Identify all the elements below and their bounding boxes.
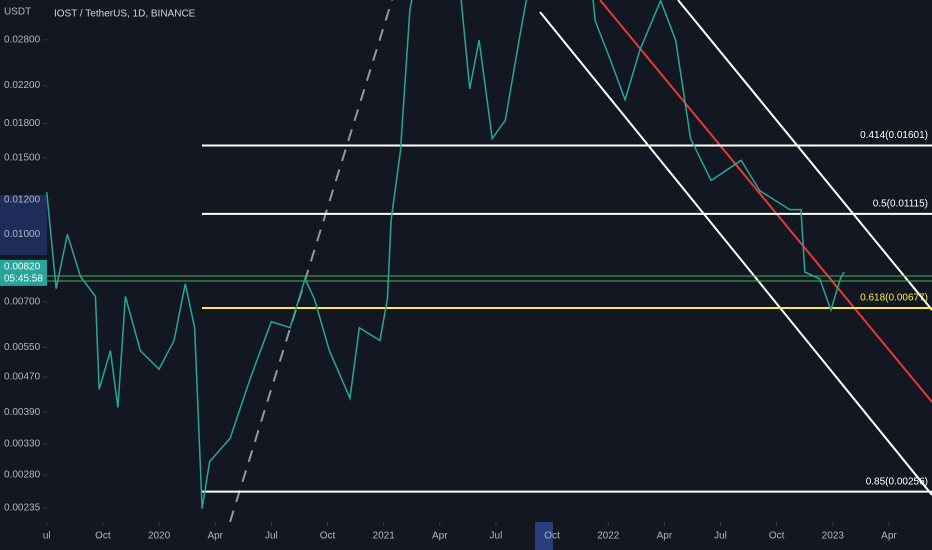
y-tick-label: 0.01800 [4, 118, 41, 129]
x-tick-label: Jul [714, 531, 727, 542]
y-tick-label: 0.00470 [4, 372, 41, 383]
trend-line [229, 0, 393, 522]
y-tick-label: 0.01500 [4, 152, 41, 163]
y-tick-label: 0.02800 [4, 35, 41, 46]
currency-label: USDT [4, 7, 31, 18]
x-tick-label: Oct [544, 531, 560, 542]
x-tick-label: Apr [657, 531, 673, 542]
y-tick-label: 0.02200 [4, 80, 41, 91]
price-line [46, 0, 845, 509]
y-tick-label: 0.00280 [4, 469, 41, 480]
x-tick-label: 2023 [822, 531, 845, 542]
x-tick-label: ul [43, 531, 51, 542]
channel-line [677, 0, 932, 311]
x-tick-label: Oct [320, 531, 336, 542]
fib-label: 0.5(0.01115) [873, 198, 928, 209]
channel-line [539, 11, 932, 496]
fib-label: 0.618(0.00677) [860, 293, 928, 304]
fib-label: 0.85(0.00256) [866, 476, 928, 487]
y-tick-label: 0.00330 [4, 438, 41, 449]
x-tick-label: Jul [265, 531, 278, 542]
y-tick-label: 0.00550 [4, 342, 41, 353]
countdown: 05:45:58 [4, 273, 43, 284]
x-tick-label: Jul [490, 531, 503, 542]
fib-label: 0.414(0.01601) [860, 130, 928, 141]
trend-line [599, 0, 932, 403]
x-tick-label: Apr [432, 531, 448, 542]
x-tick-label: 2022 [597, 531, 620, 542]
y-tick-label: 0.01000 [4, 229, 41, 240]
x-tick-label: Oct [95, 531, 111, 542]
chart-title: IOST / TetherUS, 1D, BINANCE [54, 9, 196, 20]
plot-area [46, 0, 932, 522]
y-tick-label: 0.00235 [4, 502, 41, 513]
axis-highlight [0, 195, 47, 255]
x-tick-label: 2021 [373, 531, 396, 542]
x-tick-label: Apr [207, 531, 223, 542]
x-tick-label: 2020 [148, 531, 171, 542]
x-tick-label: Apr [881, 531, 897, 542]
x-tick-label: Oct [769, 531, 785, 542]
time-highlight [535, 522, 553, 550]
price-tag [0, 259, 47, 286]
y-tick-label: 0.00700 [4, 296, 41, 307]
y-tick-label: 0.00390 [4, 407, 41, 418]
price-tag-label: 0.00820 [4, 261, 41, 272]
y-tick-label: 0.01200 [4, 195, 41, 206]
